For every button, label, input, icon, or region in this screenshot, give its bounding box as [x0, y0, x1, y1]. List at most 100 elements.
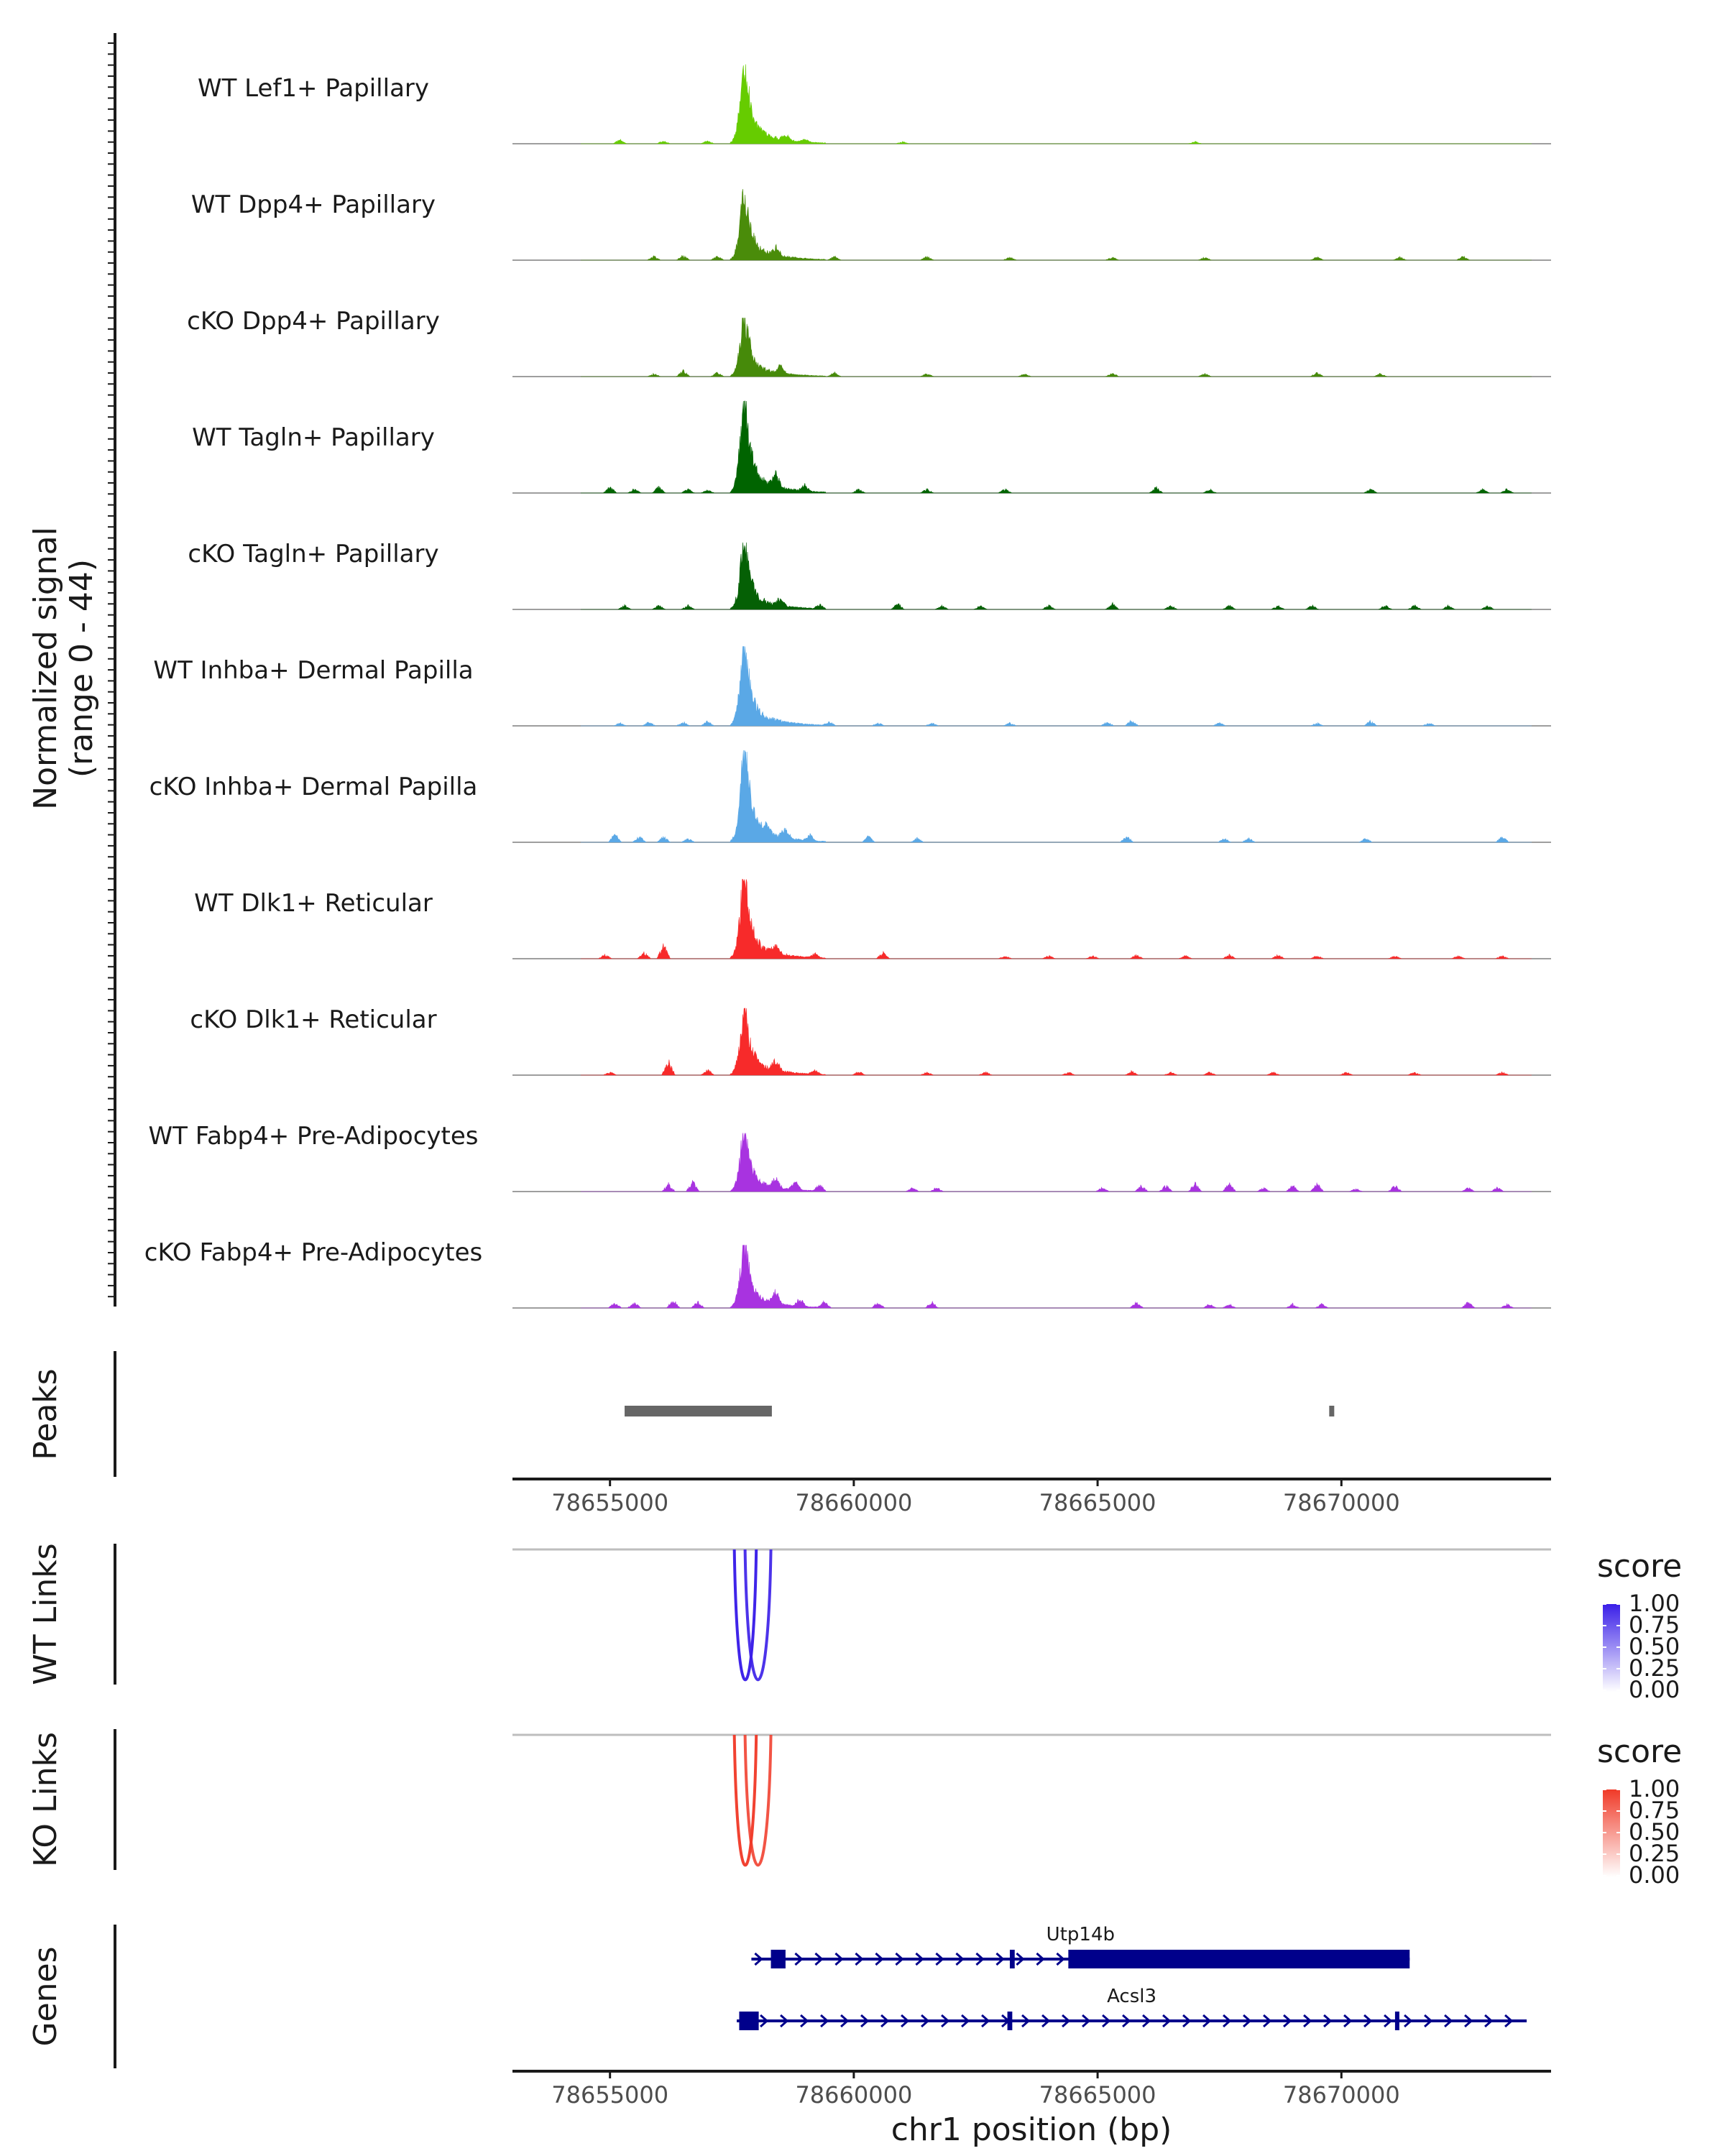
link-arc — [743, 1734, 773, 1867]
coverage-track-area — [580, 750, 1532, 843]
gene-strand-arrow — [1223, 2014, 1232, 2028]
coverage-track-area — [580, 1133, 1532, 1192]
x-axis-title: chr1 position (bp) — [891, 2111, 1172, 2148]
gene-exon — [1007, 2012, 1013, 2030]
gene-strand-arrow — [1404, 2014, 1413, 2028]
gene-strand-arrow — [814, 1952, 824, 1966]
coverage-track-label: cKO Dlk1+ Reticular — [190, 1005, 436, 1034]
gene-strand-arrow — [1122, 2014, 1131, 2028]
gene-strand-arrow — [1424, 2014, 1433, 2028]
genes-label: Genes — [27, 1946, 64, 2046]
coverage-track-label: WT Lef1+ Papillary — [198, 74, 429, 103]
gene-strand-arrow — [1384, 2014, 1393, 2028]
legend-tick-label: 0.25 — [1629, 1654, 1680, 1682]
gene-strand-arrow — [1343, 2014, 1353, 2028]
gene-strand-arrow — [975, 1952, 985, 1966]
gene-strand-arrow — [1363, 2014, 1373, 2028]
peak-bar — [1329, 1406, 1335, 1416]
gene-strand-arrow — [1056, 1952, 1065, 1966]
gene-strand-arrow — [1243, 2014, 1252, 2028]
gene-exon — [1394, 2012, 1399, 2030]
legend-tick-label: 0.00 — [1629, 1861, 1680, 1889]
coverage-track: WT Lef1+ Papillary — [198, 64, 1551, 144]
gene-strand-arrow — [1202, 2014, 1212, 2028]
gene-strand-arrow — [800, 2014, 809, 2028]
gene-strand-arrow — [1016, 1952, 1025, 1966]
coverage-track: WT Tagln+ Papillary — [192, 400, 1551, 494]
coverage-track-label: cKO Dpp4+ Papillary — [187, 307, 440, 336]
legend-tick-label: 1.00 — [1629, 1590, 1680, 1617]
coverage-track-area — [580, 1245, 1532, 1309]
x-tick-label: 78670000 — [1283, 2081, 1400, 2109]
link-arc — [743, 1549, 773, 1682]
coverage-tracks: WT Lef1+ Papillary WT Dpp4+ Papillary cKO … — [144, 64, 1551, 1309]
gene-exon — [1068, 1950, 1410, 1968]
coverage-track-label: cKO Tagln+ Papillary — [188, 540, 438, 568]
coverage-track-area — [580, 646, 1532, 727]
links-panel: WT Links score 1.000.750.500.250.00 — [27, 1543, 1682, 1703]
gene-model: Acsl3 — [737, 1986, 1527, 2030]
coverage-track-area — [580, 1008, 1532, 1076]
gene-strand-arrow — [780, 2014, 789, 2028]
x-tick-label: 78665000 — [1039, 1489, 1156, 1516]
genes-x-ticks: 78655000 78660000 78665000 78670000 — [551, 2071, 1400, 2109]
gene-strand-arrow — [1484, 2014, 1494, 2028]
gene-strand-arrow — [875, 1952, 884, 1966]
gene-exon — [739, 2012, 759, 2030]
gene-strand-arrow — [1062, 2014, 1071, 2028]
gene-name-label: Utp14b — [1046, 1924, 1115, 1945]
x-tick-label: 78655000 — [551, 1489, 668, 1516]
coverage-track: cKO Dpp4+ Papillary — [187, 307, 1551, 377]
gene-strand-arrow — [1082, 2014, 1091, 2028]
peak-bar — [625, 1406, 772, 1416]
gene-strand-arrow — [840, 2014, 850, 2028]
gene-strand-arrow — [1263, 2014, 1272, 2028]
x-tick-label: 78655000 — [551, 2081, 668, 2109]
gene-exon — [1009, 1950, 1015, 1968]
x-tick-label: 78665000 — [1039, 2081, 1156, 2109]
gene-strand-arrow — [820, 2014, 829, 2028]
coverage-track-area — [580, 64, 1532, 144]
link-arc — [732, 1734, 758, 1867]
legend-tick-label: 1.00 — [1629, 1775, 1680, 1802]
coverage-y-ticks — [108, 42, 115, 1298]
peaks-panel: Peaks 78655000 78660000 78665000 78670000 — [27, 1351, 1551, 1516]
gene-strand-arrow — [1142, 2014, 1151, 2028]
links-label: KO Links — [27, 1732, 64, 1867]
gene-strand-arrow — [1323, 2014, 1333, 2028]
gene-strand-arrow — [794, 1952, 804, 1966]
gene-strand-arrow — [860, 2014, 870, 2028]
gene-strand-arrow — [1102, 2014, 1111, 2028]
gene-strand-arrow — [921, 2014, 930, 2028]
coverage-track-label: WT Inhba+ Dermal Papilla — [153, 656, 473, 685]
coverage-y-label: Normalized signal — [27, 527, 64, 810]
coverage-track-area — [580, 189, 1532, 261]
gene-strand-arrow — [880, 2014, 890, 2028]
links-label: WT Links — [27, 1543, 64, 1685]
legend-tick-label: 0.50 — [1629, 1818, 1680, 1846]
gene-strand-arrow — [995, 1952, 1005, 1966]
coverage-track-label: WT Tagln+ Papillary — [192, 423, 435, 452]
gene-strand-arrow — [1444, 2014, 1453, 2028]
legend-title: score — [1597, 1548, 1682, 1585]
coverage-track: cKO Dlk1+ Reticular — [190, 1005, 1551, 1076]
coverage-y-label-range: (range 0 - 44) — [63, 559, 100, 778]
gene-strand-arrow — [1283, 2014, 1292, 2028]
coverage-track-area — [580, 400, 1532, 494]
coverage-track-label: cKO Inhba+ Dermal Papilla — [150, 773, 478, 801]
coverage-track-label: WT Fabp4+ Pre-Adipocytes — [149, 1122, 479, 1151]
gene-strand-arrow — [1504, 2014, 1514, 2028]
legend-tick-label: 0.75 — [1629, 1611, 1680, 1639]
coverage-track: cKO Fabp4+ Pre-Adipocytes — [144, 1238, 1551, 1309]
gene-strand-arrow — [1303, 2014, 1312, 2028]
links-panel: KO Links score 1.000.750.500.250.00 — [27, 1729, 1682, 1889]
gene-strand-arrow — [955, 1952, 965, 1966]
genes-panel: Genes Utp14b Acsl3 78655000 78660000 786650… — [27, 1924, 1551, 2148]
coverage-track: WT Fabp4+ Pre-Adipocytes — [149, 1122, 1551, 1192]
gene-strand-arrow — [1162, 2014, 1172, 2028]
coverage-track: WT Dlk1+ Reticular — [194, 879, 1551, 959]
legend-title: score — [1597, 1733, 1682, 1770]
coverage-track-area — [580, 879, 1532, 959]
gene-strand-arrow — [895, 1952, 904, 1966]
